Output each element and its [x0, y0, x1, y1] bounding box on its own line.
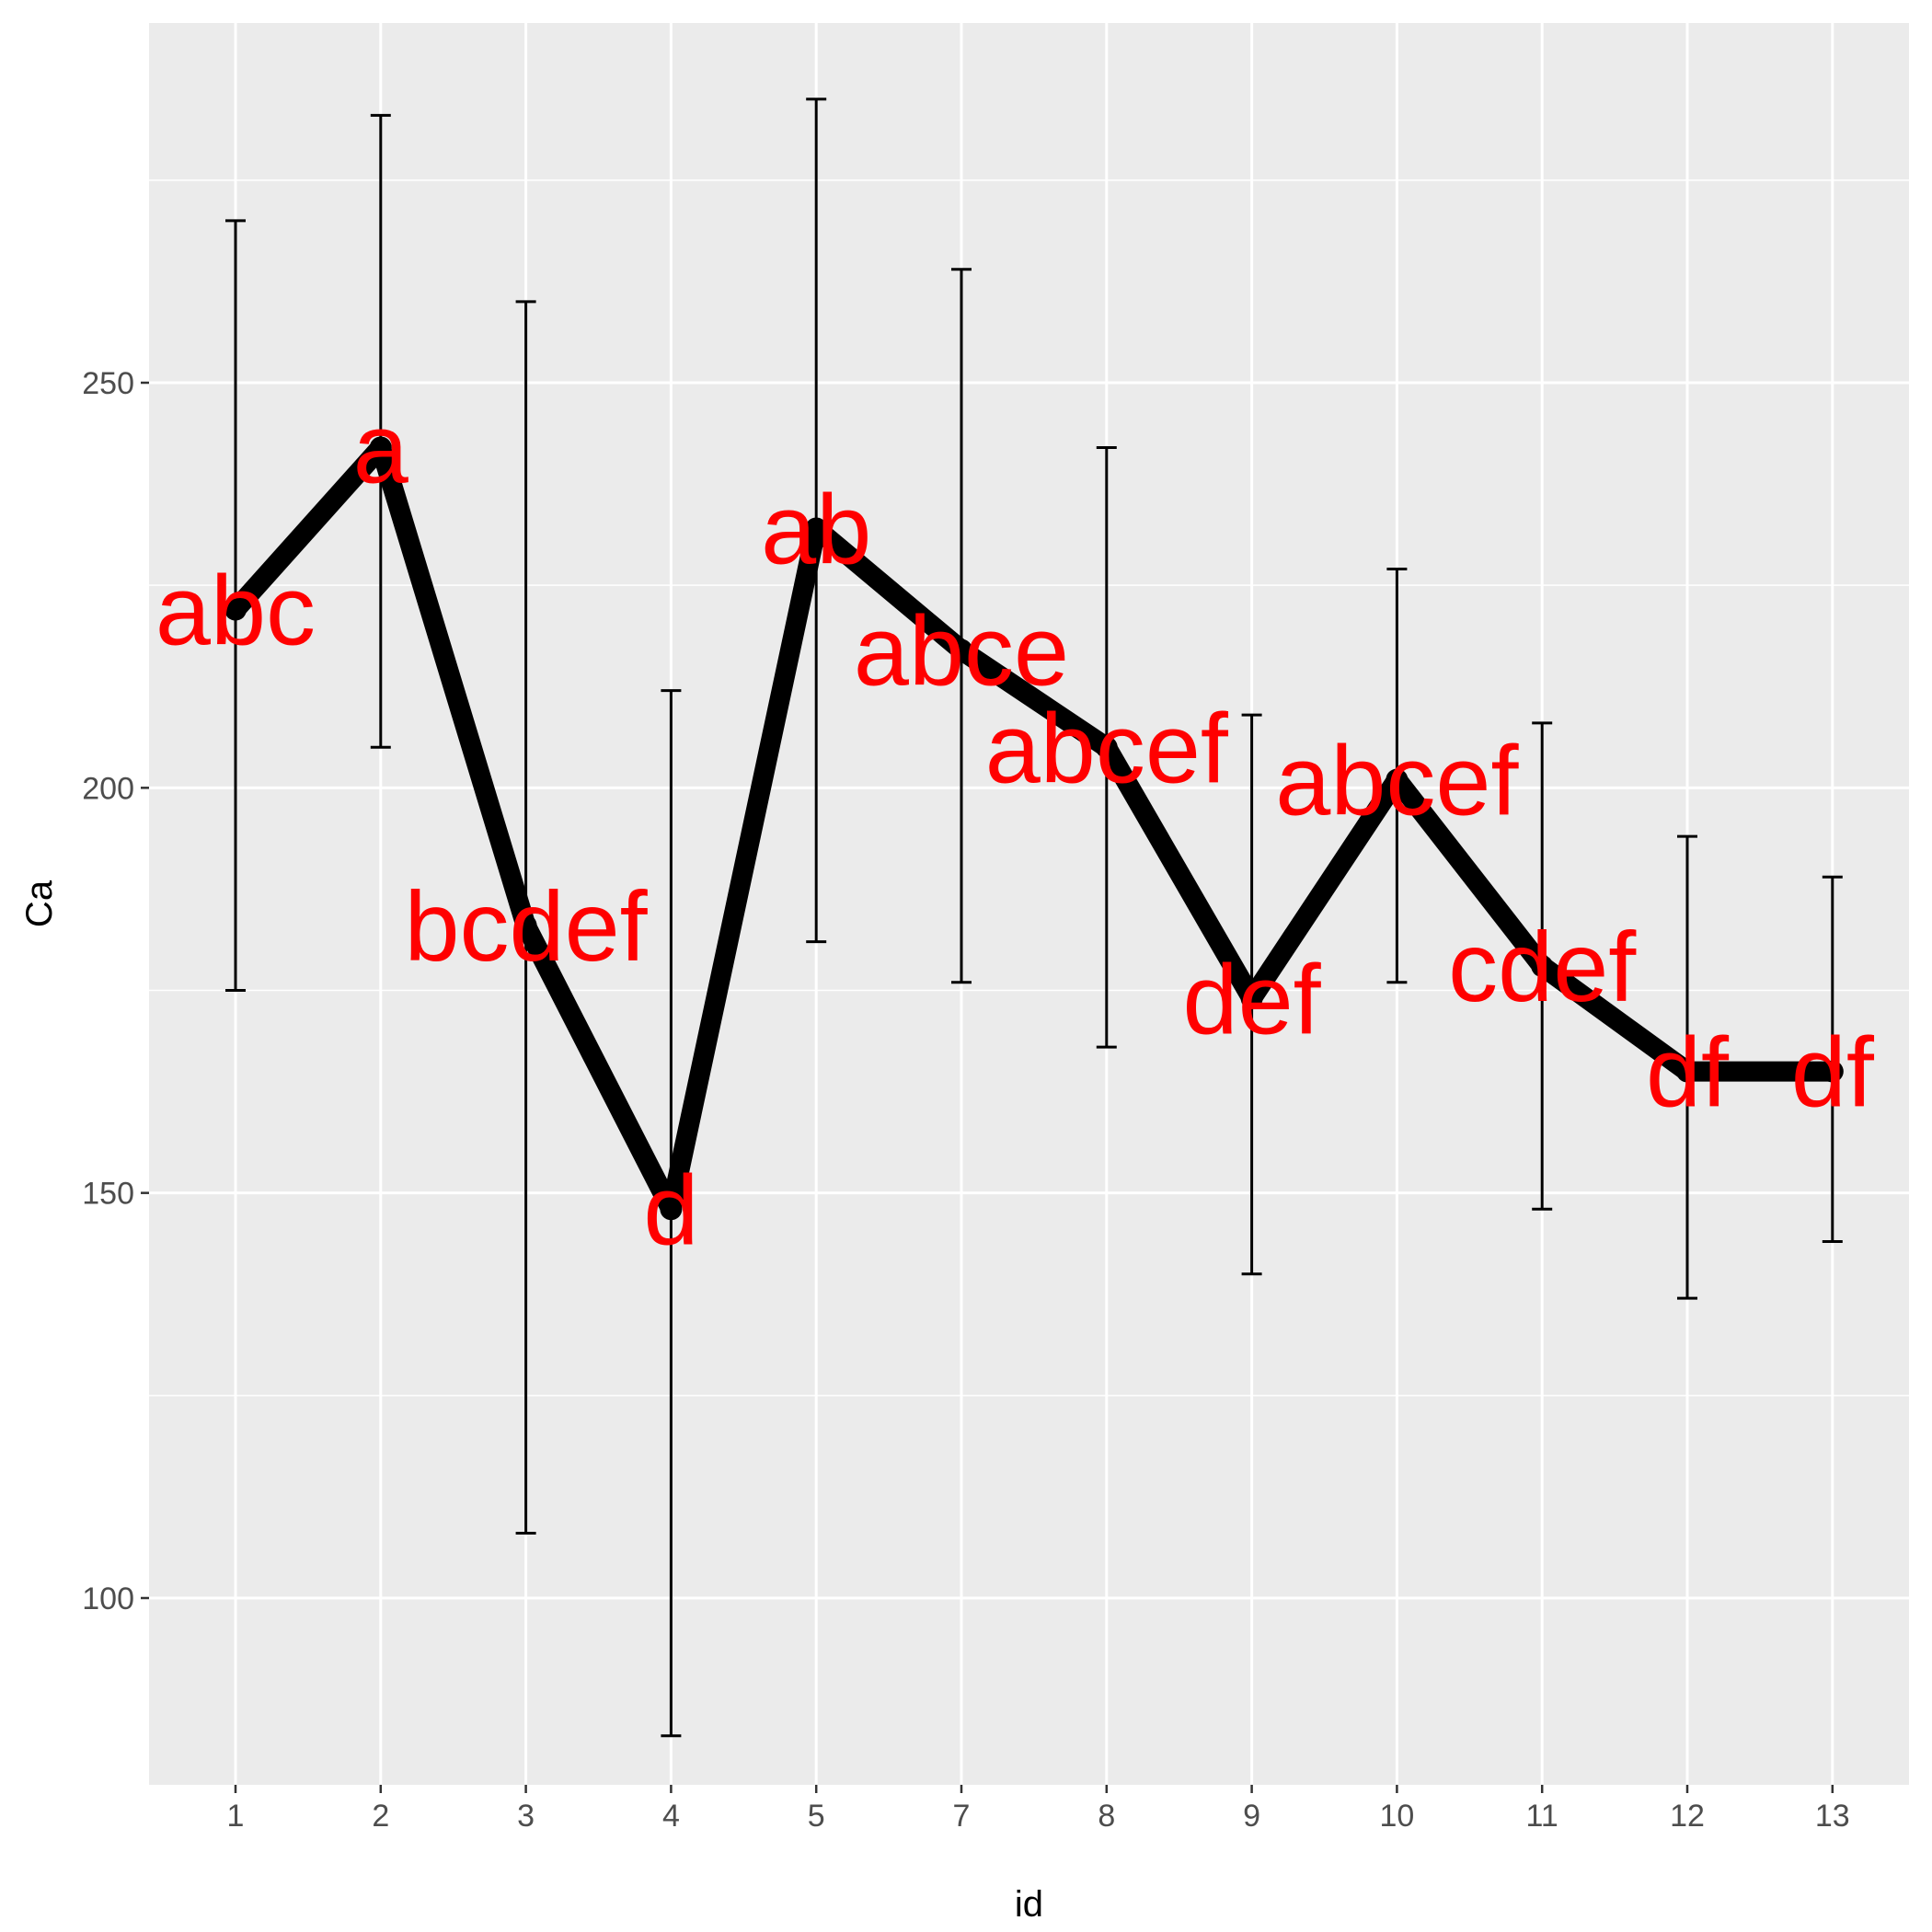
significance-label: a — [353, 392, 409, 503]
x-tick-label: 11 — [1526, 1799, 1558, 1834]
data-point — [805, 517, 828, 540]
x-tick-label: 13 — [1815, 1799, 1850, 1834]
significance-label: df — [1646, 1017, 1730, 1128]
y-tick-label: 200 — [82, 771, 134, 806]
x-tick-label: 12 — [1670, 1799, 1705, 1834]
significance-label: df — [1791, 1017, 1875, 1128]
x-axis: 1 2 3 4 5 7 8 9 10 11 12 13 — [227, 1785, 1850, 1834]
y-axis: 100 150 200 250 — [82, 366, 149, 1616]
y-tick-label: 250 — [82, 366, 134, 401]
x-tick-label: 3 — [517, 1799, 535, 1834]
x-tick-label: 9 — [1243, 1799, 1260, 1834]
y-tick-label: 150 — [82, 1177, 134, 1212]
plot-panel — [149, 23, 1909, 1785]
significance-label: abcef — [1275, 725, 1519, 836]
data-point — [950, 638, 972, 661]
data-point — [1531, 955, 1554, 978]
significance-label: cdef — [1448, 911, 1637, 1022]
y-axis-title: Ca — [19, 880, 60, 927]
data-point — [1821, 1060, 1844, 1083]
x-tick-label: 1 — [227, 1799, 245, 1834]
significance-label: bcdef — [404, 870, 648, 982]
series-line — [224, 436, 1844, 1221]
significance-label: ab — [761, 474, 871, 585]
significance-label: abce — [854, 595, 1069, 707]
data-point — [1676, 1060, 1698, 1083]
data-line — [225, 437, 1843, 1220]
significance-label: abcef — [985, 692, 1229, 803]
x-tick-label: 2 — [372, 1799, 389, 1834]
x-axis-title: id — [1015, 1884, 1043, 1925]
data-point — [1386, 768, 1409, 791]
x-tick-label: 8 — [1098, 1799, 1115, 1834]
x-tick-label: 7 — [953, 1799, 971, 1834]
significance-label: def — [1183, 943, 1322, 1054]
data-point — [514, 914, 537, 937]
x-tick-label: 10 — [1379, 1799, 1414, 1834]
x-tick-label: 5 — [808, 1799, 825, 1834]
data-point — [1240, 987, 1263, 1010]
data-point — [224, 598, 247, 621]
significance-label: abc — [155, 555, 316, 666]
grid-minor — [149, 179, 1909, 1397]
data-point — [369, 436, 392, 459]
significance-label: d — [643, 1154, 698, 1265]
data-point — [1095, 736, 1118, 759]
y-tick-label: 100 — [82, 1581, 134, 1616]
x-tick-label: 4 — [662, 1799, 680, 1834]
data-point — [660, 1198, 683, 1221]
